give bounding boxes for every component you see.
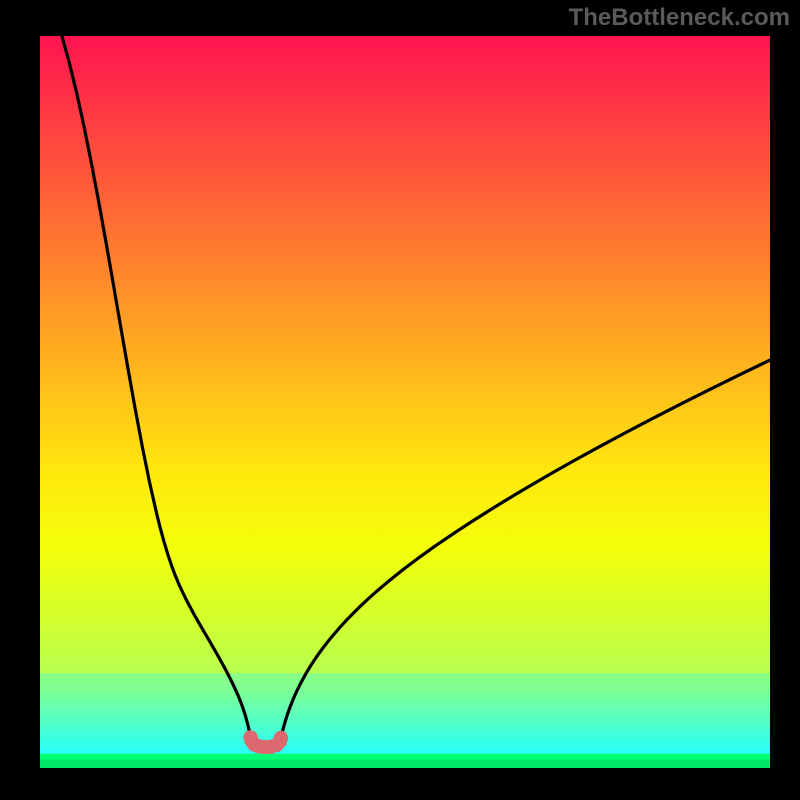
chart-container: TheBottleneck.com — [0, 0, 800, 800]
plot-svg — [40, 36, 770, 768]
watermark-text: TheBottleneck.com — [569, 4, 790, 32]
plot-background — [40, 36, 770, 768]
curve-marker — [274, 731, 288, 745]
plot-area — [40, 36, 770, 768]
